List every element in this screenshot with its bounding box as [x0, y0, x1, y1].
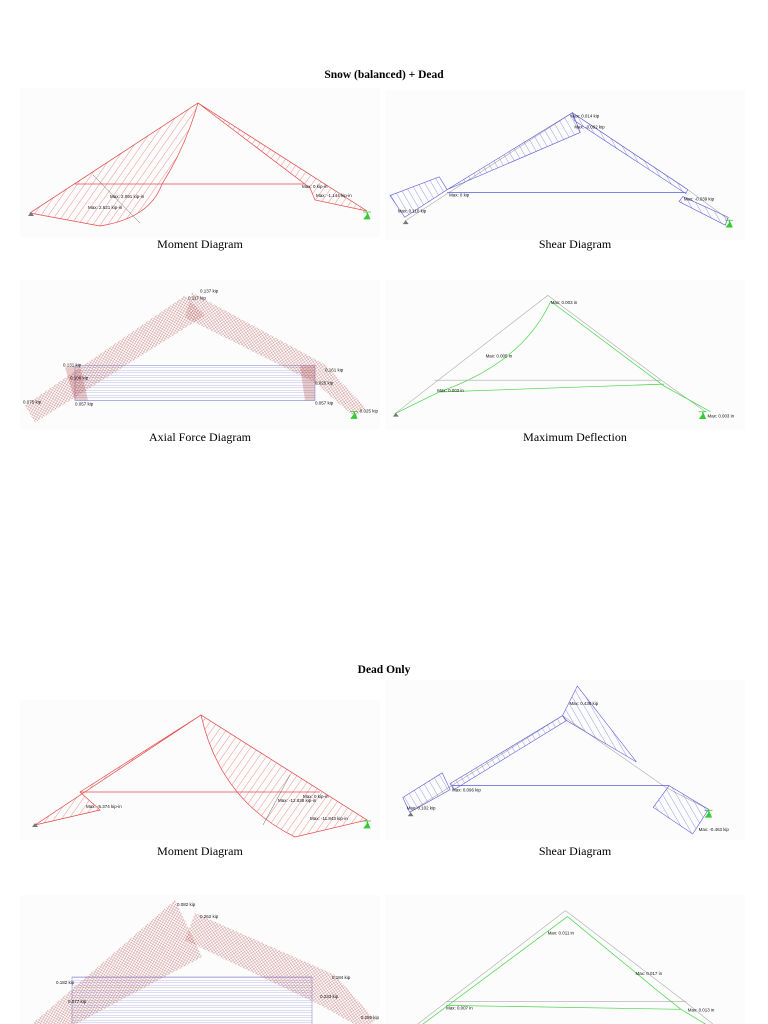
value-label: 0.161 kip: [325, 368, 344, 373]
value-label: Max: 0.005 in: [486, 353, 513, 358]
value-label: Max: 0.014 kip: [570, 114, 599, 119]
value-label: Max: 0 kip-in: [302, 184, 328, 189]
value-label: Max: 0.003 in: [437, 388, 464, 393]
caption: Shear Diagram: [538, 844, 612, 858]
caption: Shear Diagram: [538, 237, 612, 251]
shear-diagram: Max: 0.014 kip Max: -0.092 kip Max: 0 ki…: [385, 90, 745, 240]
roller-support-icon: [704, 809, 713, 818]
value-label: 0.108 kip: [70, 376, 89, 381]
value-label: Max: 0 kip-in: [303, 794, 329, 799]
value-label: Max: -12.838 kip-in: [278, 798, 317, 803]
shear-diagram: Max: 0.438 kip Max: 0.096 kip Max: 0.102…: [385, 680, 745, 840]
value-label: 0.082 kip: [177, 902, 196, 907]
value-label: Max: -0.039 kip: [684, 197, 715, 202]
axial-force-diagram: 0.082 kip 0.262 kip 0.182 kip 0.077 kip …: [20, 895, 380, 1024]
value-label: 0.057 kip: [315, 401, 334, 406]
value-label: 0.025 kip: [315, 381, 334, 386]
roller-support-icon: [350, 411, 358, 419]
deflection-diagram: Max: 0.011 in Max: 0.017 in Max: 0.007 i…: [385, 895, 745, 1024]
deflection-diagram: Max: 0.003 in Max: 0.005 in Max: 0.003 i…: [385, 280, 745, 430]
value-label: 0.262 kip: [200, 914, 219, 919]
caption: Moment Diagram: [157, 844, 243, 858]
caption: Moment Diagram: [157, 237, 243, 251]
value-label: Max: 0.102 kip: [407, 805, 436, 810]
moment-diagram: Max: -5.374 kip-in Max: 0 kip-in Max: -1…: [20, 700, 380, 840]
pin-support-icon: [32, 823, 38, 827]
value-label: 0.184 kip: [332, 975, 351, 980]
value-label: 0.077 kip: [68, 999, 87, 1004]
value-label: 0.233 kip: [320, 994, 339, 999]
pin-support-icon: [402, 220, 409, 225]
value-label: Max: -0.092 kip: [574, 125, 605, 130]
caption: Axial Force Diagram: [149, 430, 251, 444]
value-label: Max: 0.007 in: [446, 1005, 473, 1010]
value-label: 0.131 kip: [63, 363, 82, 368]
pin-support-icon: [28, 212, 34, 216]
section-title: Snow (balanced) + Dead: [324, 69, 444, 81]
roller-support-icon: [725, 219, 734, 228]
roller-support-icon: [363, 211, 371, 220]
value-label: Max: 0.110 kip: [398, 208, 427, 213]
value-label: Max: 0.013 in: [688, 1007, 715, 1012]
value-label: Max: 2.621 kip-in: [88, 205, 123, 210]
value-label: Max: 0 kip: [449, 193, 470, 198]
value-label: 0.182 kip: [56, 980, 75, 985]
value-label: 0.259 kip: [361, 1015, 380, 1020]
value-label: Max: -11.843 kip-in: [310, 816, 348, 821]
value-label: Max: -5.374 kip-in: [86, 804, 122, 809]
value-label: Max: 0.011 in: [548, 930, 575, 935]
value-label: Max: -0.463 kip: [699, 827, 730, 832]
value-label: Max: -1.144 kip-in: [316, 193, 352, 198]
value-label: 0.025 kip: [360, 409, 379, 414]
value-label: Max: 0.003 in: [551, 300, 578, 305]
value-label: Max: 0.003 in: [708, 414, 735, 419]
roller-support-icon: [698, 411, 707, 420]
pin-support-icon: [392, 412, 399, 417]
value-label: 0.137 kip: [200, 289, 219, 294]
roller-support-icon: [363, 820, 371, 829]
value-label: 0.117 kip: [188, 296, 206, 301]
value-label: Max: 0.096 kip: [452, 788, 481, 793]
value-label: Max: 0.017 in: [636, 971, 663, 976]
pin-support-icon: [407, 812, 414, 817]
section-title: Dead Only: [357, 664, 411, 676]
moment-diagram: Max: 2.091 kip-in Max: 2.621 kip-in Max:…: [20, 88, 380, 238]
caption: Maximum Deflection: [523, 430, 627, 444]
axial-force-diagram: 0.137 kip 0.117 kip 0.131 kip 0.108 kip …: [20, 280, 380, 430]
value-label: 0.075 kip: [23, 400, 42, 405]
value-label: 0.057 kip: [75, 402, 94, 407]
value-label: Max: 0.438 kip: [569, 701, 598, 706]
value-label: Max: 2.091 kip-in: [110, 194, 145, 199]
